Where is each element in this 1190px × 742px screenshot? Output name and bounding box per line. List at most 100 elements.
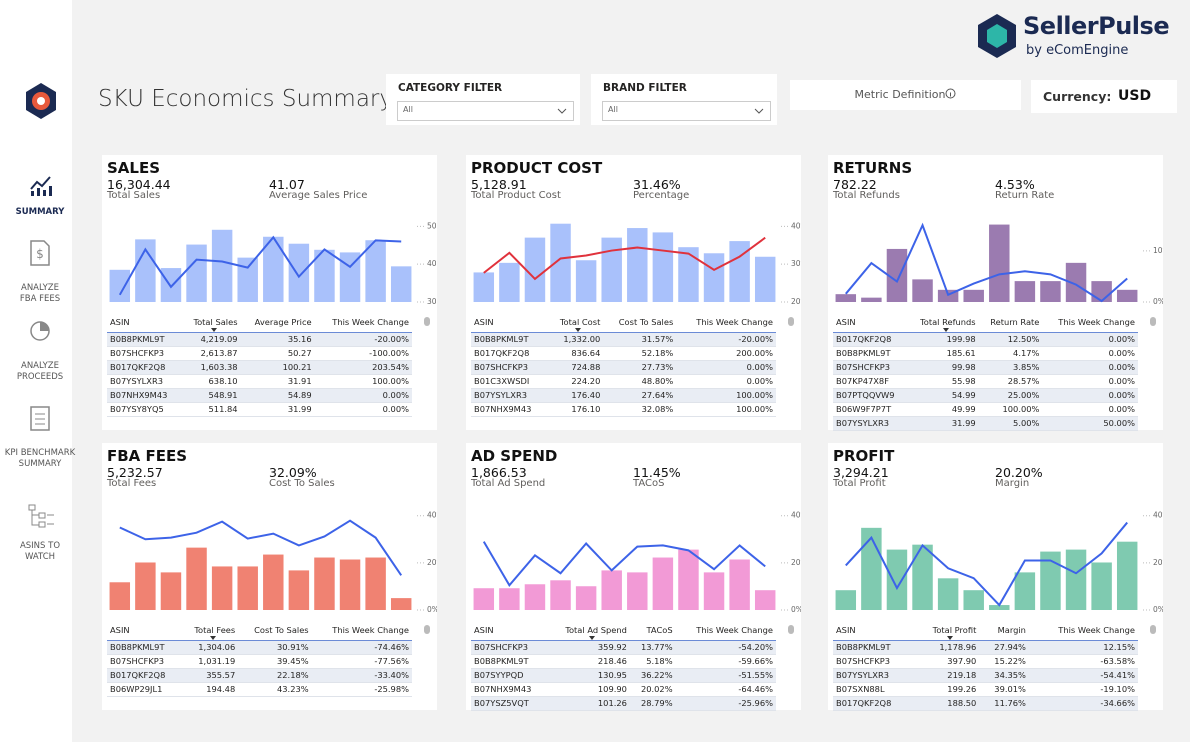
bar [314,249,335,302]
cell: 27.64% [603,388,677,403]
chart: 30 40 50 [109,221,437,306]
column-header: Return Rate [978,317,1043,333]
cell: 5.18% [629,654,676,669]
kpi: 32.09% Cost To Sales [269,465,335,489]
y2-tick-label: 10% [1153,246,1163,255]
column-header: Total Fees [181,625,239,641]
kpi: 5,128.91 Total Product Cost [471,177,561,201]
nav-item[interactable]: ANALYZE PROCEEDS [16,361,64,382]
scrollbar [1150,317,1156,326]
dropdown[interactable]: All [602,101,771,121]
kpi-label: TACoS [633,478,665,489]
chart: 0% 20% 40% [473,511,801,614]
kpi-value: 41.07 [269,177,305,192]
bar [473,272,495,302]
column-header: ASIN [471,317,548,333]
table-row: B0B8PKML9T 4,219.09 35.16 -20.00% [107,332,412,347]
table: ASIN Total Profit Margin This Week Change B0… [833,625,1138,711]
cell: 176.10 [547,402,604,417]
metric-definition-text: Metric Definition [854,88,946,101]
scrollbar [788,625,794,634]
y2-tick-label: 0% [427,605,437,614]
table-header: ASIN Total Ad Spend TACoS This Week Change [471,625,776,641]
bar [135,562,156,610]
column-header: Total Cost [547,317,604,333]
metric-definition[interactable]: Metric Definition [790,80,1021,110]
table-row: B07YSYLXR3 219.18 34.35% -54.41% [833,668,1138,683]
bar [135,239,156,302]
cell: -64.46% [675,682,776,697]
kpi-icon [30,406,50,431]
table-row: B06W9F7P7T 49.99 100.00% 0.00% [833,402,1138,417]
table-row: B07NHX9M43 176.10 32.08% 100.00% [471,402,776,417]
cell: B01C3XWSDI [471,374,548,389]
nav-item[interactable]: ASINS TO WATCH [19,541,61,562]
y2-tick-label: 40% [1153,511,1163,520]
category-filter[interactable]: CATEGORY FILTER All [386,74,580,125]
cell: 32.08% [603,402,677,417]
kpi-value: 31.46% [633,177,681,192]
cell: 1,603.38 [181,360,241,375]
panel-title: SALES [107,159,161,177]
bar [211,229,233,302]
bar [601,237,622,302]
line [482,541,766,587]
cell: 1,304.06 [181,640,239,655]
currency-box: Currency: USD [1031,80,1177,113]
table-header: ASIN Total Sales Average Price This Week Ch… [107,317,412,333]
cell: 1,031.19 [181,654,239,669]
brand-filter[interactable]: BRAND FILTER All [591,74,777,125]
table-row: B017QKF2Q8 1,603.38 100.21 203.54% [107,360,412,375]
cell: 27.94% [979,640,1029,655]
brand-sub: by eComEngine [1026,43,1129,58]
y2-tick-label: 20% [791,558,801,567]
cell: -20.00% [676,332,776,347]
panel-title: PRODUCT COST [471,159,603,177]
bar [1065,549,1087,610]
bar [499,262,520,302]
bar [263,554,284,610]
cell: B06WP29JL1 [107,682,182,697]
column-header: This Week Change [1028,625,1138,641]
sort-arrow [209,636,216,640]
cell: 50.27 [240,346,315,361]
currency-value: USD [1118,88,1152,104]
table-row: B07SHCFKP3 2,613.87 50.27 -100.00% [107,346,412,361]
dropdown[interactable]: All [397,101,574,121]
y2-tick-label: 40 [427,259,437,268]
bar [835,294,857,302]
cell: B07YSYLXR3 [107,374,182,389]
line [119,519,403,576]
cell: 100.00% [676,388,776,403]
kpi: 16,304.44 Total Sales [107,177,171,201]
bar [186,244,207,302]
table-row: B07SHCFKP3 1,031.19 39.45% -77.56% [107,654,412,669]
kpi-label: Total Refunds [833,190,900,201]
table-header: ASIN Total Cost Cost To Sales This Week Cha… [471,317,776,333]
cell: B07SHCFKP3 [471,640,548,655]
cell: B07PTQQVW9 [833,388,908,403]
nav-item[interactable]: KPI BENCHMARK SUMMARY [4,448,76,469]
y2-tick-label: 20% [427,558,437,567]
table-row: B07SHCFKP3 397.90 15.22% -63.58% [833,654,1138,669]
nav-item[interactable]: ANALYZE FBA FEES [19,283,61,304]
bar [729,559,750,610]
cell: B07YSY8YQ5 [107,402,182,417]
y2-tick-label: 20% [791,297,801,306]
nav-item[interactable]: SUMMARY [15,207,65,217]
cell: B0B8PKML9T [107,640,182,655]
column-header: Total Ad Spend [547,625,630,641]
column-header: Total Profit [913,625,980,641]
cell: 15.22% [979,654,1029,669]
line [845,521,1128,607]
column-header: ASIN [107,625,182,641]
table-row: B017QKF2Q8 836.64 52.18% 200.00% [471,346,776,361]
cell: 638.10 [181,374,241,389]
y2-tick-label: 0% [1153,297,1163,306]
sort-arrow [211,328,218,332]
column-header: This Week Change [1042,317,1138,333]
cell: 0.00% [1042,346,1138,361]
cell: 27.73% [603,360,677,375]
cell: 54.89 [240,388,315,403]
